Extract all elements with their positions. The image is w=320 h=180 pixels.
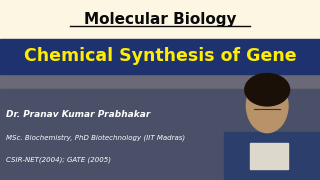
Bar [0, 0, 320, 39]
Bar [0, 74, 320, 89]
Bar [0, 39, 320, 74]
Text: Molecular Biology: Molecular Biology [84, 12, 236, 27]
Text: MSc. Biochemistry, PhD Biotechnology (IIT Madras): MSc. Biochemistry, PhD Biotechnology (II… [6, 135, 186, 141]
Text: Dr. Pranav Kumar Prabhakar: Dr. Pranav Kumar Prabhakar [6, 110, 151, 119]
Bar [224, 132, 320, 180]
Bar [0, 89, 320, 180]
Text: Chemical Synthesis of Gene: Chemical Synthesis of Gene [24, 47, 296, 65]
Ellipse shape [246, 79, 288, 133]
Bar [250, 143, 288, 169]
Text: CSIR-NET(2004); GATE (2005): CSIR-NET(2004); GATE (2005) [6, 157, 111, 163]
Ellipse shape [245, 73, 290, 106]
